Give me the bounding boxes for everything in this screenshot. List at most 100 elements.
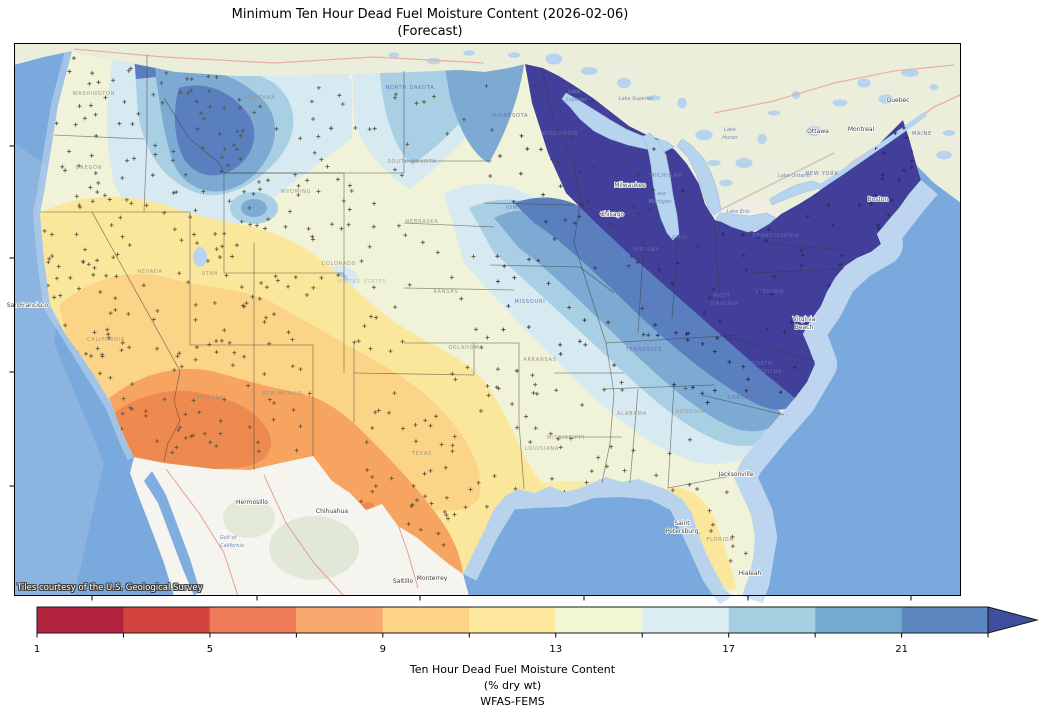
station-marker (353, 125, 358, 130)
station-marker (220, 155, 225, 160)
station-marker (153, 152, 158, 157)
station-marker (218, 418, 223, 423)
station-marker (144, 203, 149, 208)
colorbar-segment (642, 607, 729, 633)
station-marker (95, 190, 100, 195)
station-marker (50, 254, 55, 259)
state-label: OKLAHOMA (448, 345, 483, 351)
state-border (91, 211, 181, 462)
station-marker (778, 390, 783, 395)
state-label: VIRGINIA (756, 289, 785, 295)
station-marker (256, 449, 261, 454)
station-marker (262, 372, 267, 377)
station-marker (155, 439, 160, 444)
station-marker (222, 397, 227, 402)
station-marker (486, 393, 491, 398)
station-marker (838, 262, 843, 267)
station-marker (730, 534, 735, 539)
great-lake (676, 138, 722, 216)
station-marker (712, 388, 717, 393)
station-marker (526, 325, 531, 330)
station-marker (113, 296, 118, 301)
water-label: Michigan (649, 199, 671, 205)
station-marker (356, 339, 361, 344)
state-label: UNITED STATES (337, 279, 386, 285)
station-marker (880, 173, 885, 178)
station-marker (151, 92, 156, 97)
station-marker (876, 222, 881, 227)
station-marker (96, 80, 101, 85)
state-border (761, 242, 855, 252)
station-marker (304, 292, 309, 297)
station-marker (392, 95, 397, 100)
station-marker (445, 131, 450, 136)
station-marker (319, 157, 324, 162)
water-label: Lake (654, 191, 666, 197)
station-marker (641, 332, 646, 337)
station-marker (141, 283, 146, 288)
colorbar-tick-label: 1 (34, 644, 40, 655)
state-border (637, 238, 645, 334)
station-marker (111, 78, 116, 83)
station-marker (214, 350, 219, 355)
colorbar: 1 5 9 13 17 21 (34, 606, 1040, 655)
station-marker (572, 221, 577, 226)
state-label: NEW YORK (805, 171, 838, 177)
station-marker (533, 382, 538, 387)
canada-lake (767, 110, 781, 116)
state-label: TENNESSEE (625, 347, 663, 353)
station-marker (246, 383, 251, 388)
gulf-of-california (144, 471, 200, 596)
state-label: NEBRASKA (405, 219, 438, 225)
station-marker (92, 265, 97, 270)
canada-lake (901, 69, 919, 77)
state-border (489, 264, 581, 268)
map-axes: WASHINGTON OREGON CALIFORNIA NEVADA UTAH ARIZ… (6, 43, 961, 605)
station-marker (250, 294, 255, 299)
station-marker (174, 190, 179, 195)
station-marker (485, 335, 490, 340)
station-marker (77, 104, 82, 109)
station-marker (869, 202, 874, 207)
station-marker (471, 254, 476, 259)
station-marker (582, 318, 587, 323)
station-marker (518, 171, 523, 176)
station-marker (744, 268, 749, 273)
station-marker (63, 323, 68, 328)
station-marker (191, 433, 196, 438)
city-label: Hialeah (739, 570, 762, 577)
station-marker (709, 528, 714, 533)
station-marker (399, 173, 404, 178)
station-marker (127, 345, 132, 350)
state-label: NORTH DAKOTA (386, 85, 435, 91)
station-marker (604, 464, 609, 469)
state-label: PENNSYLVANIA (753, 233, 800, 239)
station-marker (94, 133, 99, 138)
station-marker (222, 105, 227, 110)
station-marker (389, 476, 394, 481)
station-marker (371, 285, 376, 290)
station-marker (311, 285, 316, 290)
station-marker (309, 99, 314, 104)
station-marker (252, 110, 257, 115)
station-marker (652, 323, 657, 327)
station-marker (543, 219, 548, 224)
station-marker (450, 443, 455, 448)
station-marker (636, 211, 641, 216)
station-marker (337, 93, 342, 98)
station-marker (346, 222, 351, 227)
station-marker (118, 215, 123, 220)
station-marker (238, 156, 243, 161)
station-marker (372, 201, 377, 206)
station-marker (686, 331, 691, 336)
station-marker (305, 178, 310, 183)
city-label: Jacksonville (717, 471, 753, 478)
station-marker (170, 158, 175, 163)
canada-lake (735, 158, 753, 168)
station-marker (890, 198, 895, 203)
canada-lake (463, 50, 475, 56)
station-marker (52, 295, 57, 300)
station-marker (401, 426, 406, 431)
canada-lake (677, 97, 687, 109)
station-marker (219, 169, 224, 174)
